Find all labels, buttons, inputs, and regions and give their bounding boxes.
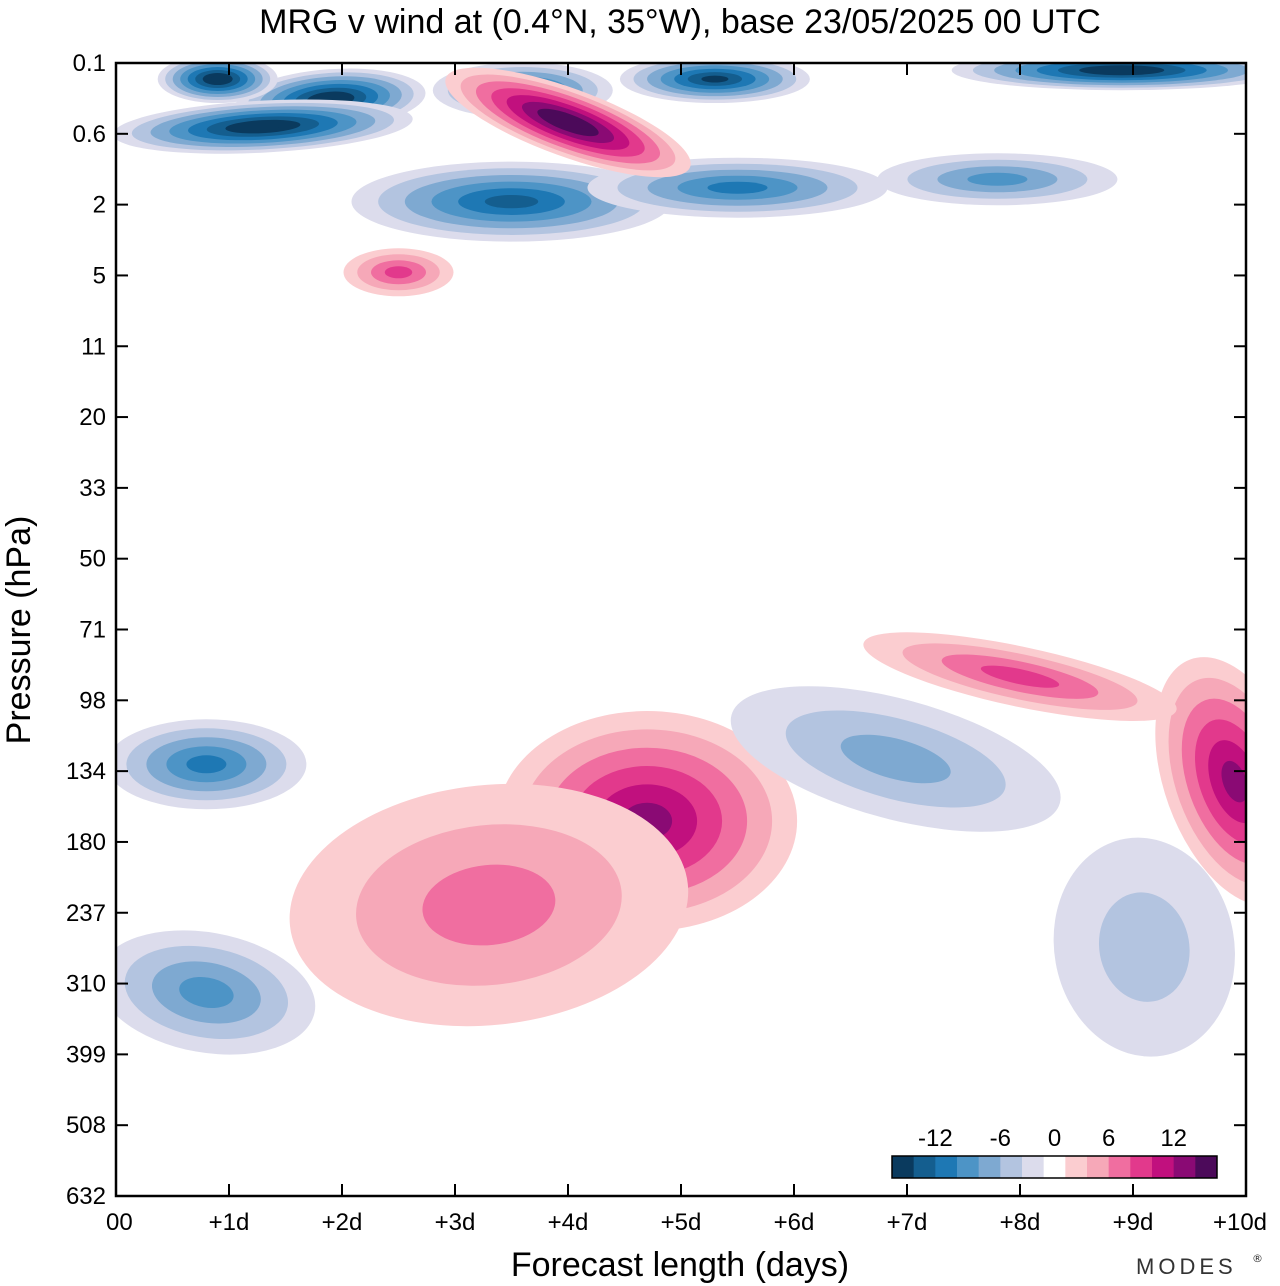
contour-level: [967, 172, 1028, 186]
x-tick-label: +1d: [209, 1209, 250, 1236]
y-tick-label: 33: [79, 475, 106, 502]
contour-level: [422, 864, 556, 946]
x-tick-label: +2d: [322, 1209, 363, 1236]
contour-level: [210, 76, 226, 83]
contour-feature: [445, 67, 691, 178]
colorbar-label: 6: [1102, 1125, 1115, 1152]
x-tick-label: +4d: [548, 1209, 589, 1236]
contour-level: [701, 75, 729, 83]
contour-feature: [343, 248, 454, 297]
contour-feature: [157, 63, 278, 104]
contour-level: [1100, 67, 1143, 73]
chart-title: MRG v wind at (0.4°N, 35°W), base 23/05/…: [259, 3, 1101, 41]
contour-feature: [863, 632, 1177, 722]
colorbar-swatch: [1130, 1156, 1153, 1178]
colorbar-swatch: [1108, 1156, 1131, 1178]
colorbar-swatch: [1000, 1156, 1023, 1178]
contour-feature: [289, 783, 689, 1027]
y-tick-label: 5: [93, 262, 106, 289]
contour-level: [179, 976, 234, 1008]
contour-feature: [116, 99, 413, 154]
x-tick-label: +3d: [435, 1209, 476, 1236]
colorbar-swatch: [1195, 1156, 1218, 1178]
contour-level: [1098, 892, 1190, 1002]
contour-level: [484, 194, 539, 209]
colorbar-frame: [891, 1155, 1218, 1179]
colorbar-swatch: [1173, 1156, 1196, 1178]
colorbar-swatch: [1152, 1156, 1175, 1178]
y-tick-label: 50: [79, 546, 106, 573]
y-tick-label: 98: [79, 687, 106, 714]
y-tick-label: 632: [66, 1183, 106, 1210]
colorbar-swatch: [1022, 1156, 1045, 1178]
y-tick-label: 20: [79, 404, 106, 431]
contour-feature: [619, 63, 810, 104]
y-tick-label: 2: [93, 192, 106, 219]
colorbar-label: 0: [1048, 1125, 1061, 1152]
colorbar-swatch: [913, 1156, 936, 1178]
contour-feature: [951, 63, 1246, 91]
colorbar-label: 12: [1160, 1125, 1187, 1152]
colorbar-swatch: [1043, 1156, 1066, 1178]
contour-level: [244, 123, 282, 130]
x-tick-label: +10d: [1213, 1209, 1267, 1236]
x-tick-label: +8d: [1000, 1209, 1041, 1236]
y-tick-label: 399: [66, 1041, 106, 1068]
y-axis: 0.1 0.6 2 5 11 20 33 50 71 98 134 180 237 310 399 508 63…: [66, 50, 1246, 1210]
contour-level: [980, 665, 1060, 688]
contour-level: [384, 266, 413, 279]
x-axis-label: Forecast length (days): [511, 1246, 849, 1284]
colorbar-label: -12: [918, 1125, 953, 1152]
y-tick-label: 0.6: [73, 121, 106, 148]
y-tick-label: 71: [79, 617, 106, 644]
contour-level: [840, 734, 951, 784]
colorbar-label: -6: [990, 1125, 1011, 1152]
contour-field: [116, 63, 1246, 1196]
y-tick-label: 180: [66, 829, 106, 856]
y-tick-label: 0.1: [73, 50, 106, 77]
contour-feature: [877, 153, 1118, 206]
contour-feature: [730, 686, 1061, 832]
contour-level: [707, 181, 768, 194]
colorbar: -12 -6 0 6 12: [891, 1125, 1218, 1179]
x-tick-label: 00: [106, 1209, 133, 1236]
brand-logo-text: MODES: [1136, 1254, 1237, 1279]
colorbar-swatch: [935, 1156, 958, 1178]
x-axis: 00 +1d +2d +3d +4d +5d +6d +7d +8d +9d +10d: [106, 63, 1267, 1236]
colorbar-swatch: [1087, 1156, 1110, 1178]
x-tick-label: +5d: [661, 1209, 702, 1236]
x-tick-label: +6d: [774, 1209, 815, 1236]
y-tick-label: 11: [81, 333, 106, 360]
y-tick-label: 508: [66, 1112, 106, 1139]
y-axis-label: Pressure (hPa): [0, 516, 38, 745]
contour-feature: [116, 719, 307, 810]
contour-level: [186, 755, 227, 774]
contour-feature: [1155, 657, 1246, 907]
y-tick-label: 237: [66, 900, 106, 927]
contour-level: [552, 115, 584, 130]
colorbar-swatch: [1065, 1156, 1088, 1178]
y-tick-label: 134: [66, 758, 106, 785]
x-tick-label: +9d: [1113, 1209, 1154, 1236]
colorbar-swatch: [957, 1156, 980, 1178]
x-tick-label: +7d: [887, 1209, 928, 1236]
y-tick-label: 310: [66, 971, 106, 998]
contour-feature: [1053, 837, 1235, 1057]
colorbar-swatch: [978, 1156, 1001, 1178]
brand-registered-mark: ®: [1252, 1252, 1263, 1265]
colorbar-swatch: [892, 1156, 915, 1178]
contour-feature: [116, 930, 316, 1055]
